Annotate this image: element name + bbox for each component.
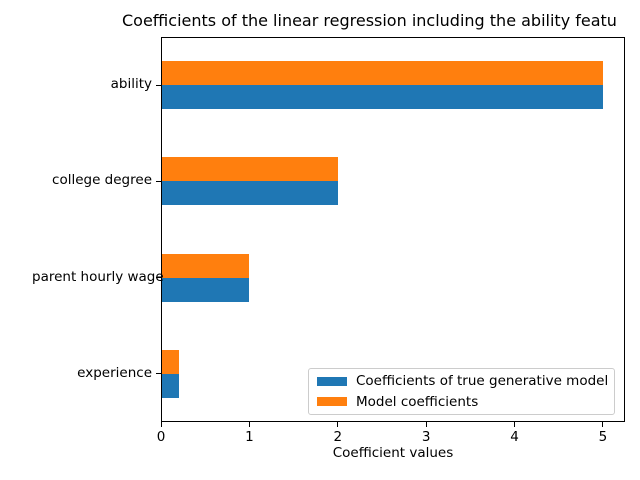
x-tick-label-5: 5 [598,429,608,445]
y-tick-mark-college-degree [156,180,161,182]
x-tick-label-0: 0 [156,429,166,445]
legend-entry-model-coefficients: Model coefficients [317,394,606,411]
y-tick-label-parent-hourly-wage: parent hourly wage [32,268,164,285]
bar-coefficients-of-true-generative-model-college-degree [161,181,338,206]
x-tick-mark-4 [514,422,516,427]
bar-coefficients-of-true-generative-model-experience [161,373,179,398]
bar-coefficients-of-true-generative-model-ability [161,85,603,110]
x-tick-label-3: 3 [421,429,431,445]
bar-coefficients-of-true-generative-model-parent-hourly-wage [161,277,250,302]
plot-area [161,37,625,422]
bar-model-coefficients-ability [161,61,603,86]
y-tick-mark-parent-hourly-wage [156,277,161,279]
bar-model-coefficients-college-degree [161,157,338,182]
x-tick-label-1: 1 [245,429,254,445]
y-tick-mark-ability [156,84,161,86]
x-tick-mark-3 [425,422,427,427]
legend-swatch-coefficients-of-true-generative-model [317,376,347,386]
legend-entry-coefficients-of-true-generative-model: Coefficients of true generative model [317,373,609,390]
x-axis-label: Coefficient values [332,445,454,461]
x-tick-mark-0 [160,422,162,427]
x-tick-mark-2 [337,422,339,427]
y-tick-mark-experience [156,373,161,375]
legend-label-coefficients-of-true-generative-model: Coefficients of true generative model [356,373,609,390]
x-tick-label-2: 2 [333,429,343,445]
x-tick-label-4: 4 [510,429,519,445]
legend-label-model-coefficients: Model coefficients [356,393,479,410]
legend-swatch-model-coefficients [317,397,347,407]
y-tick-label-college-degree: college degree [52,172,152,189]
chart-title: Coefficients of the linear regression in… [122,11,617,30]
legend: Coefficients of true generative model Mod… [308,368,615,415]
y-tick-label-ability: ability [110,76,152,93]
bar-model-coefficients-parent-hourly-wage [161,253,250,278]
y-tick-label-experience: experience [77,364,152,381]
x-tick-mark-1 [248,422,250,427]
x-tick-mark-5 [602,422,604,427]
bar-model-coefficients-experience [161,349,179,374]
